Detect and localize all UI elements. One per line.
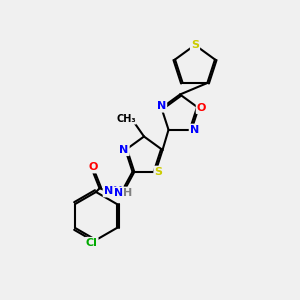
Text: O: O bbox=[197, 103, 206, 113]
Text: N: N bbox=[114, 188, 124, 198]
Text: S: S bbox=[154, 167, 163, 177]
Text: N: N bbox=[190, 125, 199, 135]
Text: N: N bbox=[119, 145, 129, 155]
Text: NH: NH bbox=[104, 186, 122, 196]
Text: N: N bbox=[157, 101, 166, 112]
Text: CH₃: CH₃ bbox=[116, 113, 136, 124]
Text: Cl: Cl bbox=[85, 238, 98, 248]
Text: S: S bbox=[191, 40, 199, 50]
Text: O: O bbox=[89, 162, 98, 172]
Text: H: H bbox=[123, 188, 133, 198]
